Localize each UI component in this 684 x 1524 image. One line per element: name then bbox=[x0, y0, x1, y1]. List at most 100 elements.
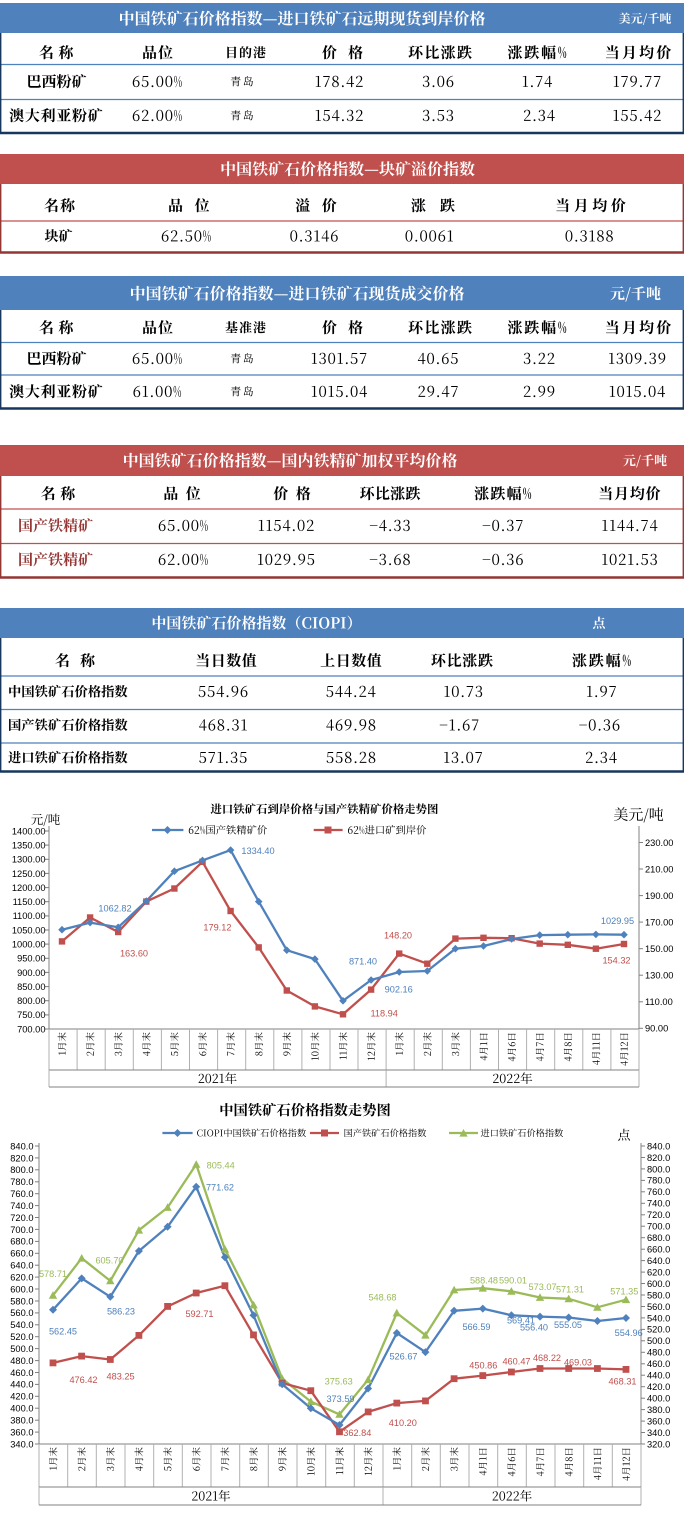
svg-text:1062.82: 1062.82 bbox=[98, 903, 131, 913]
svg-text:900.00: 900.00 bbox=[17, 968, 45, 978]
svg-text:548.68: 548.68 bbox=[368, 1292, 396, 1302]
svg-text:130.00: 130.00 bbox=[645, 971, 673, 981]
svg-text:700.00: 700.00 bbox=[17, 1024, 45, 1034]
svg-text:400.0: 400.0 bbox=[10, 1404, 33, 1414]
svg-text:1200.00: 1200.00 bbox=[12, 883, 46, 893]
svg-text:562.45: 562.45 bbox=[49, 1326, 77, 1336]
svg-text:554.96: 554.96 bbox=[615, 1328, 643, 1338]
svg-text:1050.00: 1050.00 bbox=[12, 925, 46, 935]
svg-text:871.40: 871.40 bbox=[349, 956, 377, 966]
svg-text:480.0: 480.0 bbox=[10, 1356, 33, 1366]
svg-text:1029.95: 1029.95 bbox=[601, 916, 634, 926]
svg-text:560.0: 560.0 bbox=[647, 1302, 670, 1312]
svg-text:1100.00: 1100.00 bbox=[13, 911, 46, 921]
svg-text:440.0: 440.0 bbox=[647, 1371, 670, 1381]
svg-text:950.00: 950.00 bbox=[17, 954, 45, 964]
svg-text:850.00: 850.00 bbox=[17, 982, 45, 992]
svg-text:573.07: 573.07 bbox=[529, 1282, 557, 1292]
svg-text:179.12: 179.12 bbox=[203, 922, 231, 932]
svg-text:460.0: 460.0 bbox=[10, 1368, 33, 1378]
svg-text:480.0: 480.0 bbox=[647, 1348, 670, 1358]
svg-text:805.44: 805.44 bbox=[207, 1160, 235, 1170]
svg-text:560.0: 560.0 bbox=[10, 1308, 33, 1318]
svg-text:1250.00: 1250.00 bbox=[12, 869, 46, 879]
svg-text:571.35: 571.35 bbox=[610, 1286, 638, 1296]
svg-text:556.40: 556.40 bbox=[520, 1322, 548, 1332]
svg-text:360.0: 360.0 bbox=[10, 1427, 33, 1437]
svg-text:1000.00: 1000.00 bbox=[12, 940, 46, 950]
svg-text:163.60: 163.60 bbox=[120, 948, 148, 958]
svg-text:1334.40: 1334.40 bbox=[241, 846, 274, 856]
svg-text:660.0: 660.0 bbox=[647, 1245, 670, 1255]
svg-text:566.59: 566.59 bbox=[462, 1322, 490, 1332]
svg-text:600.0: 600.0 bbox=[10, 1284, 33, 1294]
svg-text:640.0: 640.0 bbox=[10, 1261, 33, 1271]
svg-text:578.71: 578.71 bbox=[39, 1269, 67, 1279]
svg-text:483.25: 483.25 bbox=[107, 1371, 135, 1381]
svg-text:580.0: 580.0 bbox=[647, 1290, 670, 1300]
svg-text:460.0: 460.0 bbox=[647, 1359, 670, 1369]
svg-text:500.0: 500.0 bbox=[10, 1344, 33, 1354]
svg-text:592.71: 592.71 bbox=[185, 1309, 213, 1319]
svg-text:750.00: 750.00 bbox=[17, 1010, 45, 1020]
svg-text:660.0: 660.0 bbox=[10, 1249, 33, 1259]
svg-text:720.0: 720.0 bbox=[10, 1213, 33, 1223]
svg-text:150.00: 150.00 bbox=[645, 944, 673, 954]
svg-text:902.16: 902.16 bbox=[385, 984, 413, 994]
svg-text:400.0: 400.0 bbox=[647, 1394, 670, 1404]
svg-text:760.0: 760.0 bbox=[647, 1187, 670, 1197]
svg-text:440.0: 440.0 bbox=[10, 1380, 33, 1390]
svg-text:720.0: 720.0 bbox=[647, 1210, 670, 1220]
svg-text:500.0: 500.0 bbox=[647, 1336, 670, 1346]
svg-text:540.0: 540.0 bbox=[647, 1313, 670, 1323]
svg-text:620.0: 620.0 bbox=[647, 1267, 670, 1277]
svg-text:555.05: 555.05 bbox=[554, 1320, 582, 1330]
svg-text:210.00: 210.00 bbox=[645, 864, 673, 874]
svg-text:605.70: 605.70 bbox=[95, 1255, 123, 1265]
svg-text:800.0: 800.0 bbox=[647, 1164, 670, 1174]
svg-text:320.0: 320.0 bbox=[647, 1439, 670, 1449]
svg-text:118.94: 118.94 bbox=[370, 1008, 397, 1018]
svg-text:569.41: 569.41 bbox=[507, 1315, 535, 1325]
svg-text:640.0: 640.0 bbox=[647, 1256, 670, 1266]
svg-text:771.62: 771.62 bbox=[206, 1182, 234, 1192]
svg-text:476.42: 476.42 bbox=[69, 1375, 97, 1385]
svg-text:680.0: 680.0 bbox=[647, 1233, 670, 1243]
svg-text:526.67: 526.67 bbox=[389, 1351, 417, 1361]
svg-text:110.00: 110.00 bbox=[645, 997, 673, 1007]
svg-text:620.0: 620.0 bbox=[10, 1273, 33, 1283]
svg-text:190.00: 190.00 bbox=[645, 891, 673, 901]
svg-text:740.0: 740.0 bbox=[647, 1199, 670, 1209]
svg-text:586.23: 586.23 bbox=[107, 1306, 135, 1316]
svg-text:520.0: 520.0 bbox=[10, 1332, 33, 1342]
svg-text:410.20: 410.20 bbox=[389, 1418, 417, 1428]
svg-text:800.0: 800.0 bbox=[10, 1165, 33, 1175]
svg-text:380.0: 380.0 bbox=[10, 1416, 33, 1426]
svg-text:520.0: 520.0 bbox=[647, 1325, 670, 1335]
svg-text:840.0: 840.0 bbox=[647, 1141, 670, 1151]
svg-text:600.0: 600.0 bbox=[647, 1279, 670, 1289]
svg-text:760.0: 760.0 bbox=[10, 1189, 33, 1199]
svg-text:588.48: 588.48 bbox=[470, 1276, 498, 1286]
svg-text:360.0: 360.0 bbox=[647, 1416, 670, 1426]
svg-text:468.31: 468.31 bbox=[608, 1376, 636, 1386]
svg-text:230.00: 230.00 bbox=[645, 838, 673, 848]
svg-text:1150.00: 1150.00 bbox=[13, 897, 46, 907]
svg-text:148.20: 148.20 bbox=[384, 930, 412, 940]
svg-text:420.0: 420.0 bbox=[647, 1382, 670, 1392]
svg-text:1300.00: 1300.00 bbox=[12, 855, 46, 865]
svg-text:820.0: 820.0 bbox=[10, 1153, 33, 1163]
svg-text:780.0: 780.0 bbox=[10, 1177, 33, 1187]
svg-text:460.47: 460.47 bbox=[502, 1356, 530, 1366]
svg-text:450.86: 450.86 bbox=[469, 1360, 497, 1370]
svg-text:1400.00: 1400.00 bbox=[12, 826, 46, 836]
svg-text:340.0: 340.0 bbox=[647, 1428, 670, 1438]
svg-text:680.0: 680.0 bbox=[10, 1237, 33, 1247]
svg-text:469.03: 469.03 bbox=[564, 1357, 592, 1367]
svg-text:571.31: 571.31 bbox=[556, 1284, 584, 1294]
svg-text:700.0: 700.0 bbox=[10, 1225, 33, 1235]
svg-text:800.00: 800.00 bbox=[17, 996, 45, 1006]
svg-text:90.00: 90.00 bbox=[645, 1024, 668, 1034]
svg-text:740.0: 740.0 bbox=[10, 1201, 33, 1211]
svg-text:420.0: 420.0 bbox=[10, 1392, 33, 1402]
